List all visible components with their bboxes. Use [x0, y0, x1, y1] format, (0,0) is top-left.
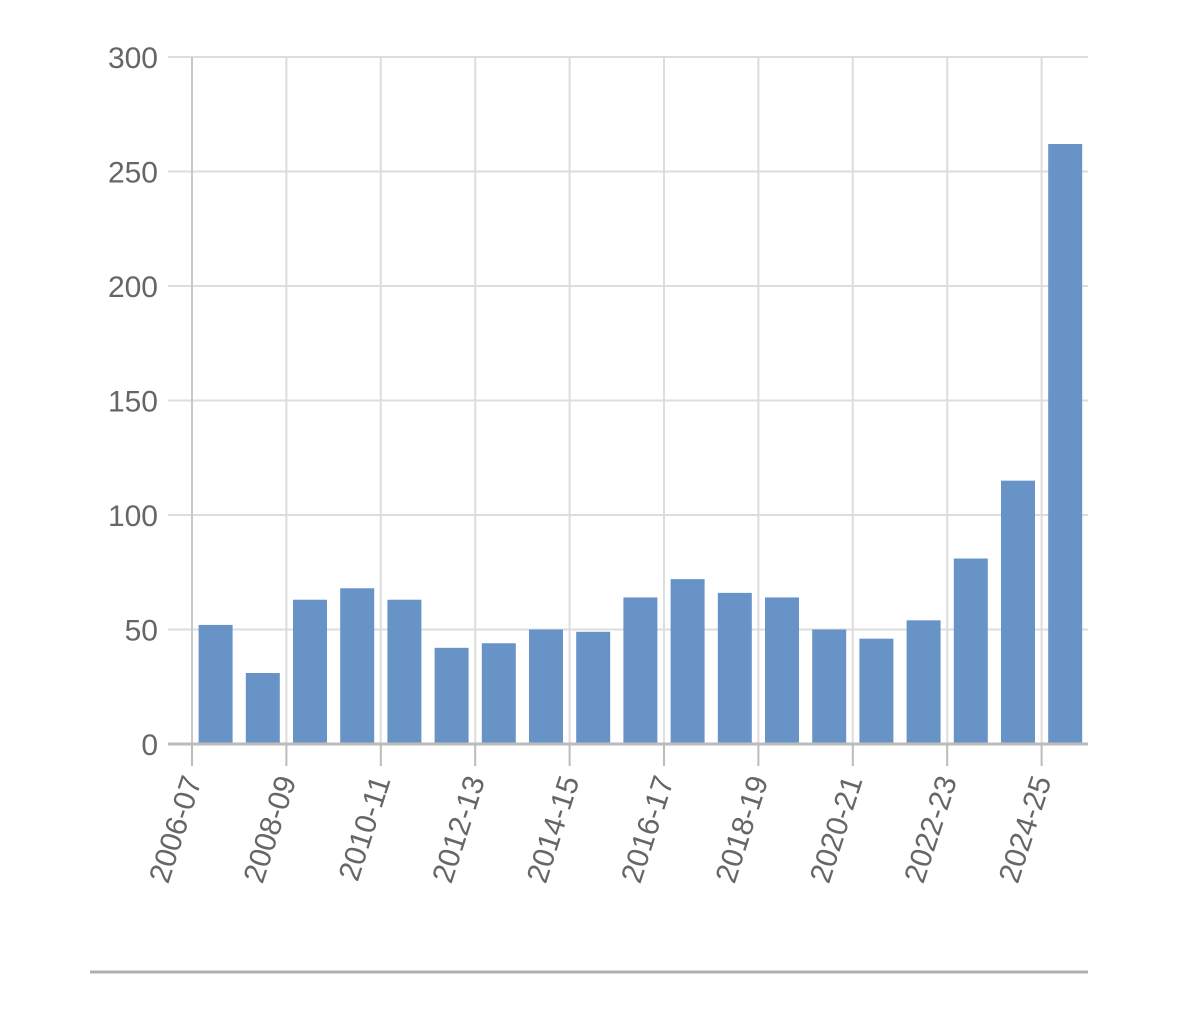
x-tick-label: 2008-09: [238, 772, 303, 887]
bar-2023-24: [1001, 480, 1035, 744]
x-tick-label: 2020-21: [804, 772, 869, 887]
bar-2018-19: [765, 597, 799, 744]
x-tick-label: 2022-23: [898, 772, 963, 887]
bar-2019-20: [812, 629, 847, 744]
bar-2006-07: [198, 624, 233, 744]
bar-2021-22: [906, 620, 941, 744]
bar-2014-15: [576, 631, 611, 744]
bar-2009-10: [340, 588, 375, 744]
y-tick-label: 200: [108, 271, 158, 304]
y-tick-label: 150: [108, 386, 158, 419]
axes: [90, 742, 1088, 974]
bar-2012-13: [481, 643, 516, 744]
y-axis-tick-labels: 0 50 100 150 200 250 300: [108, 42, 158, 762]
y-tick-label: 250: [108, 157, 158, 190]
x-tick-label: 2012-13: [426, 772, 491, 887]
x-tick-label: 2016-17: [615, 772, 680, 887]
grid-lines: [168, 56, 1088, 744]
x-tick-label: 2024-25: [993, 772, 1058, 887]
bar-2020-21: [859, 638, 894, 744]
x-tick-label: 2006-07: [143, 772, 208, 887]
bar-2010-11: [387, 599, 422, 744]
bar-2022-23: [953, 558, 988, 744]
bars: [198, 144, 1083, 744]
x-tick-label: 2014-15: [521, 772, 586, 887]
x-tick-label: 2010-11: [333, 772, 398, 885]
bar-2015-16: [623, 597, 658, 744]
bar-2007-08: [245, 673, 280, 744]
y-tick-label: 50: [125, 615, 158, 648]
bar-2013-14: [529, 629, 563, 744]
y-tick-label: 300: [108, 42, 158, 75]
y-tick-label: 0: [141, 729, 158, 762]
bar-2011-12: [434, 647, 469, 744]
bar-2017-18: [717, 592, 752, 744]
x-axis-tick-labels: 2006-07 2008-09 2010-11 2012-13 2014-15 2016-…: [143, 772, 1058, 887]
bar-2016-17: [670, 579, 705, 744]
bar-2024-25: [1048, 144, 1083, 744]
x-tick-label: 2018-19: [710, 772, 775, 887]
y-tick-label: 100: [108, 500, 158, 533]
bar-2008-09: [293, 599, 327, 744]
